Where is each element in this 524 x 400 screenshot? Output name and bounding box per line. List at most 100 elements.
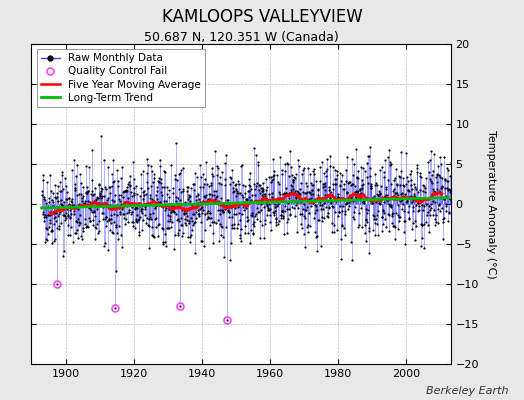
Point (369, 194, 378, 201)
Point (53, 281, 61, 287)
Point (281, 161, 289, 167)
Point (195, 162, 204, 168)
Point (329, 164, 337, 170)
Point (297, 196, 305, 202)
Point (50, 221, 59, 228)
Point (426, 207, 434, 214)
Point (190, 220, 199, 226)
Point (277, 215, 285, 222)
Point (366, 183, 375, 189)
Point (54, 204, 63, 210)
Point (370, 192, 378, 199)
Point (312, 207, 320, 213)
Point (446, 158, 455, 165)
Point (228, 167, 237, 173)
Point (61, 213, 69, 219)
Point (225, 200, 233, 206)
Point (397, 149, 406, 156)
Point (327, 199, 335, 206)
Point (72, 218, 80, 224)
Point (409, 204, 417, 210)
Point (284, 161, 292, 167)
Point (437, 185, 445, 192)
Point (98, 210, 106, 216)
Point (127, 200, 136, 206)
Point (335, 194, 344, 201)
Point (217, 222, 226, 229)
Point (87, 191, 95, 197)
Point (251, 192, 259, 198)
Point (154, 198, 162, 205)
Point (308, 187, 316, 193)
Point (410, 193, 419, 200)
Point (315, 178, 324, 184)
Point (211, 196, 219, 202)
Point (193, 192, 202, 198)
Point (290, 190, 298, 196)
Point (270, 168, 279, 174)
Point (102, 186, 111, 192)
Point (113, 167, 121, 173)
Point (104, 194, 112, 201)
Point (312, 234, 321, 240)
Point (299, 188, 307, 195)
Point (116, 198, 124, 204)
Point (283, 218, 291, 225)
Point (216, 211, 224, 217)
Point (84, 187, 93, 194)
Point (381, 216, 389, 222)
Point (250, 186, 259, 192)
Point (425, 169, 433, 175)
Point (52, 218, 60, 224)
Point (433, 172, 442, 178)
Point (292, 194, 300, 201)
Point (389, 223, 398, 229)
Point (382, 184, 390, 190)
Point (302, 224, 311, 230)
Point (65, 195, 73, 201)
Point (337, 236, 345, 242)
Point (268, 176, 277, 182)
Point (38, 204, 46, 210)
Point (373, 191, 381, 197)
Point (352, 194, 361, 200)
Point (252, 183, 260, 190)
Point (213, 172, 222, 178)
Point (290, 205, 298, 212)
Point (227, 204, 235, 210)
Point (321, 180, 330, 186)
Point (182, 213, 191, 219)
Point (233, 225, 241, 232)
Point (139, 201, 148, 207)
Point (336, 183, 344, 189)
Point (51, 236, 60, 242)
Point (247, 210, 256, 216)
Point (63, 206, 71, 212)
Point (79, 225, 87, 231)
Point (239, 204, 247, 210)
Point (112, 222, 120, 228)
Point (58, 169, 67, 175)
Point (331, 176, 340, 182)
Point (64, 195, 73, 201)
Point (364, 153, 372, 160)
Point (388, 212, 397, 219)
Point (110, 198, 118, 204)
Point (423, 200, 431, 207)
Point (234, 221, 242, 227)
Point (279, 215, 287, 222)
Point (235, 210, 243, 216)
Point (403, 187, 412, 193)
Point (264, 197, 272, 204)
Point (54, 198, 62, 204)
Point (384, 154, 392, 160)
Point (170, 245, 179, 252)
Point (321, 183, 330, 190)
Point (128, 159, 137, 165)
Point (174, 218, 183, 224)
Point (415, 196, 423, 202)
Point (294, 190, 303, 196)
Point (384, 197, 392, 203)
Point (340, 180, 348, 187)
Point (150, 216, 159, 222)
